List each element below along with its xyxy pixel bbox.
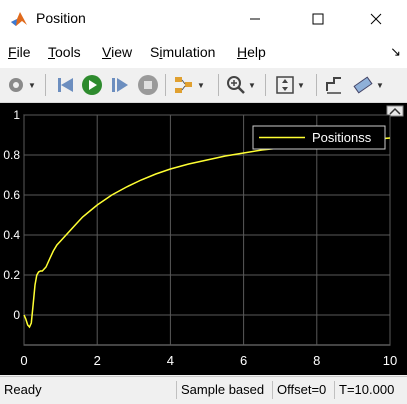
x-tick-label: 4 bbox=[167, 353, 174, 368]
status-state: Ready bbox=[4, 382, 42, 397]
autoscale-button[interactable]: ▼ bbox=[275, 73, 305, 97]
step-back-button[interactable] bbox=[55, 73, 77, 97]
maximize-button[interactable] bbox=[295, 0, 341, 38]
title-bar: Position bbox=[0, 0, 407, 38]
toolbar: ▼ ▼ ▼ ▼ ▼ bbox=[0, 68, 407, 103]
y-tick-label: 0.4 bbox=[3, 228, 20, 242]
y-tick-label: 0 bbox=[13, 308, 20, 322]
undock-icon bbox=[389, 107, 401, 115]
legend-box bbox=[252, 125, 386, 150]
menu-view[interactable]: View bbox=[102, 44, 133, 60]
status-time: T=10.000 bbox=[334, 381, 398, 399]
legend[interactable]: Positionss bbox=[252, 125, 386, 150]
y-tick-label: 0.2 bbox=[3, 268, 20, 282]
x-tick-label: 10 bbox=[383, 353, 397, 368]
y-tick-label: 0.6 bbox=[3, 188, 20, 202]
step-forward-button[interactable] bbox=[109, 73, 131, 97]
close-icon bbox=[370, 13, 382, 25]
cursor-measure-icon bbox=[353, 76, 373, 94]
menu-tools[interactable]: Tools bbox=[48, 44, 81, 60]
scope-plot-area[interactable]: 0 2 4 6 8 10 0 0.2 0.4 0.6 0.8 1 Positionss bbox=[0, 103, 407, 375]
x-tick-labels: 0 2 4 6 8 10 bbox=[20, 353, 397, 368]
zoom-icon bbox=[227, 76, 245, 94]
x-tick-label: 6 bbox=[240, 353, 247, 368]
settings-button[interactable]: ▼ bbox=[6, 73, 36, 97]
stop-button[interactable] bbox=[137, 73, 159, 97]
run-icon bbox=[82, 75, 102, 95]
menu-help[interactable]: Help bbox=[237, 44, 266, 60]
x-tick-label: 2 bbox=[94, 353, 101, 368]
x-tick-label: 8 bbox=[313, 353, 320, 368]
maximize-icon bbox=[312, 13, 324, 25]
status-mode: Sample based bbox=[176, 381, 268, 399]
settings-icon bbox=[9, 78, 23, 92]
axes-box bbox=[23, 114, 391, 346]
minimize-icon bbox=[250, 18, 260, 20]
legend-label: Positionss bbox=[312, 130, 372, 145]
line-chart[interactable]: 0 2 4 6 8 10 0 0.2 0.4 0.6 0.8 1 Positionss bbox=[0, 103, 407, 375]
y-tick-label: 0.8 bbox=[3, 148, 20, 162]
triggers-icon bbox=[326, 77, 341, 94]
undock-button[interactable] bbox=[386, 105, 404, 117]
zoom-button[interactable]: ▼ bbox=[226, 73, 256, 97]
step-forward-icon bbox=[112, 78, 128, 92]
cursor-measure-button[interactable]: ▼ bbox=[352, 73, 384, 97]
matlab-logo-icon bbox=[11, 12, 27, 26]
window-title: Position bbox=[36, 10, 86, 26]
triggers-button[interactable] bbox=[324, 73, 344, 97]
status-offset: Offset=0 bbox=[272, 381, 330, 399]
x-tick-label: 0 bbox=[20, 353, 27, 368]
highlight-icon bbox=[175, 77, 192, 93]
run-button[interactable] bbox=[81, 73, 103, 97]
y-tick-label: 1 bbox=[13, 108, 20, 122]
grid bbox=[23, 114, 391, 345]
stop-icon bbox=[138, 75, 158, 95]
dock-arrow-icon[interactable]: ↘ bbox=[390, 44, 401, 59]
highlight-button[interactable]: ▼ bbox=[173, 73, 205, 97]
close-button[interactable] bbox=[353, 0, 399, 38]
menu-simulation[interactable]: Simulation bbox=[150, 44, 216, 60]
menu-file[interactable]: File bbox=[8, 44, 31, 60]
autoscale-icon bbox=[276, 76, 294, 94]
step-back-icon bbox=[58, 78, 73, 92]
status-bar: Ready Sample based Offset=0 T=10.000 bbox=[0, 376, 407, 404]
menu-bar: File Tools View Simulation Help ↘ bbox=[0, 38, 407, 68]
minimize-button[interactable] bbox=[232, 0, 278, 38]
y-tick-labels: 0 0.2 0.4 0.6 0.8 1 bbox=[3, 108, 20, 322]
